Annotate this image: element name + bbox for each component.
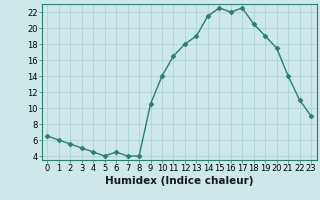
X-axis label: Humidex (Indice chaleur): Humidex (Indice chaleur) bbox=[105, 176, 253, 186]
